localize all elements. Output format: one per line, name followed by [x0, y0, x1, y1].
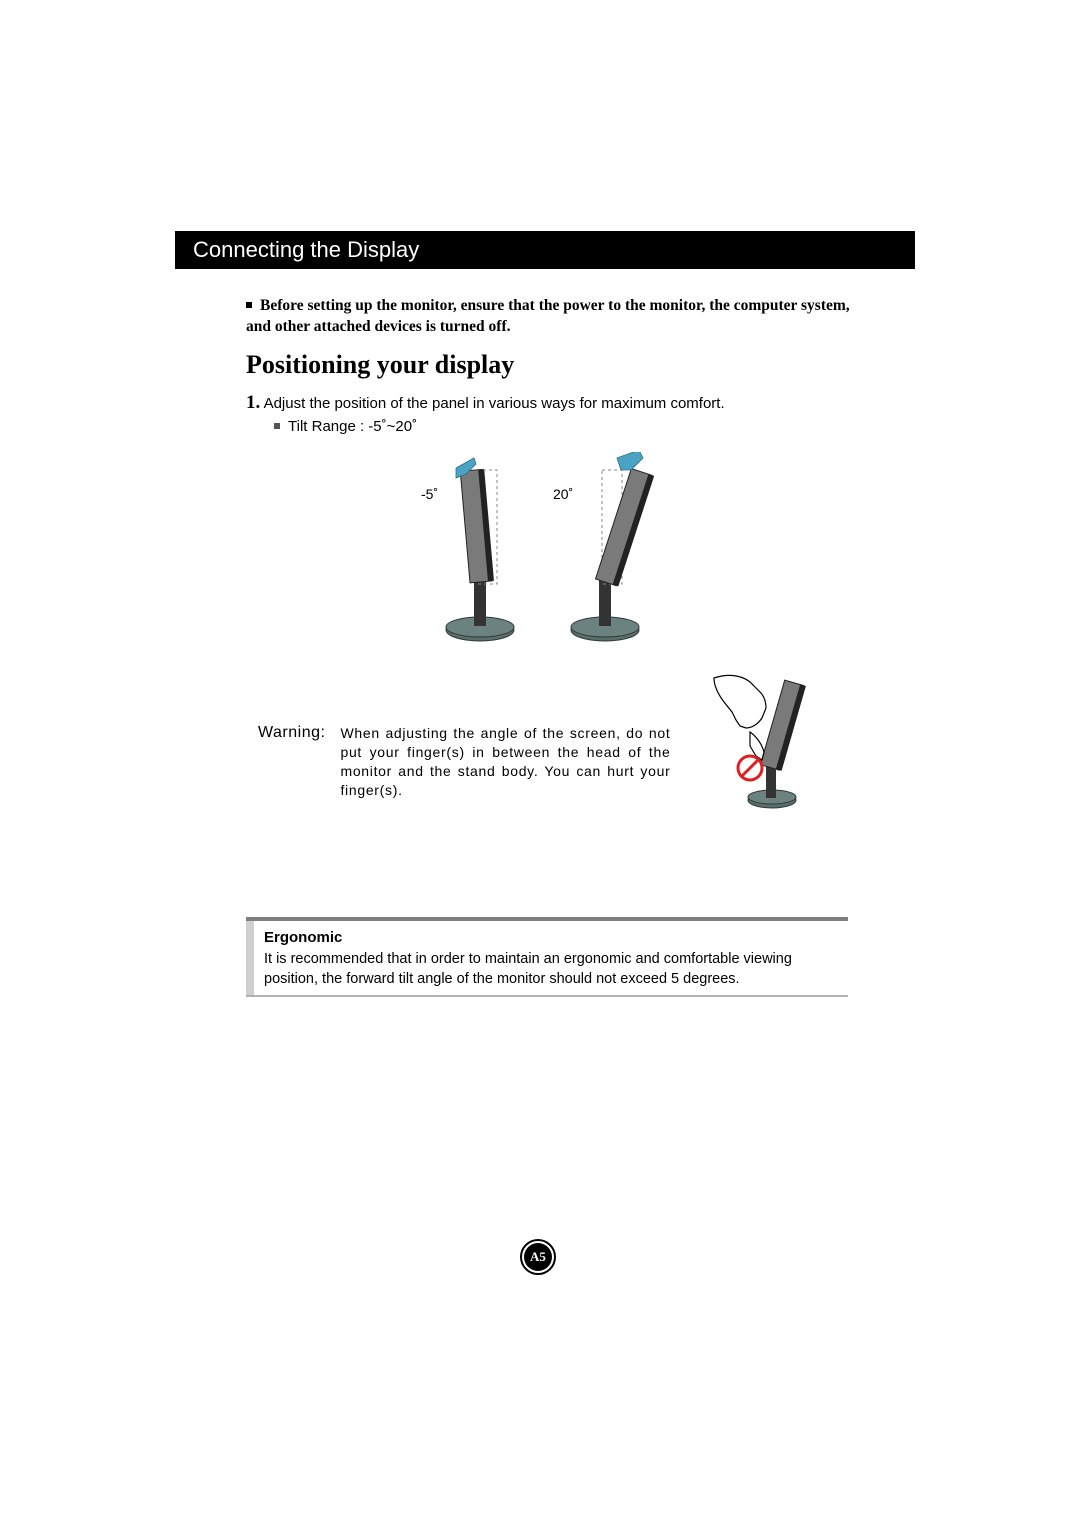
tilt-range-line: Tilt Range : -5˚~20˚	[274, 418, 417, 435]
step-1: 1. Adjust the position of the panel in v…	[246, 392, 866, 414]
warning-label: Warning:	[258, 724, 336, 742]
section-heading: Positioning your display	[246, 350, 514, 380]
square-bullet-icon	[246, 297, 260, 314]
warning-figure	[710, 672, 810, 812]
note-body: Ergonomic It is recommended that in orde…	[246, 921, 848, 995]
warning-block: Warning: When adjusting the angle of the…	[258, 724, 688, 800]
title-bar: Connecting the Display	[175, 231, 915, 269]
tilt-range-text: Tilt Range : -5˚~20˚	[288, 418, 417, 435]
tilt-diagram-svg	[405, 452, 695, 652]
note-bottom-bar	[246, 995, 848, 997]
intro-paragraph: Before setting up the monitor, ensure th…	[246, 296, 856, 338]
tilt-right-label: 20˚	[553, 486, 573, 502]
title-bar-text: Connecting the Display	[193, 237, 419, 262]
page: Connecting the Display Before setting up…	[0, 0, 1080, 1528]
ergonomic-note: Ergonomic It is recommended that in orde…	[246, 917, 848, 997]
intro-text: Before setting up the monitor, ensure th…	[246, 297, 850, 335]
note-text: It is recommended that in order to maint…	[264, 950, 838, 989]
warning-text: When adjusting the angle of the screen, …	[340, 724, 670, 800]
page-number-text: A5	[524, 1243, 552, 1271]
tilt-diagram: -5˚ 20˚	[405, 452, 695, 652]
page-number-badge: A5	[520, 1239, 556, 1275]
note-title: Ergonomic	[264, 929, 838, 946]
warning-figure-svg	[710, 672, 810, 812]
step-1-text: Adjust the position of the panel in vari…	[260, 395, 724, 412]
square-bullet-icon	[274, 418, 288, 435]
tilt-left-label: -5˚	[421, 486, 438, 502]
step-1-number: 1.	[246, 392, 260, 413]
